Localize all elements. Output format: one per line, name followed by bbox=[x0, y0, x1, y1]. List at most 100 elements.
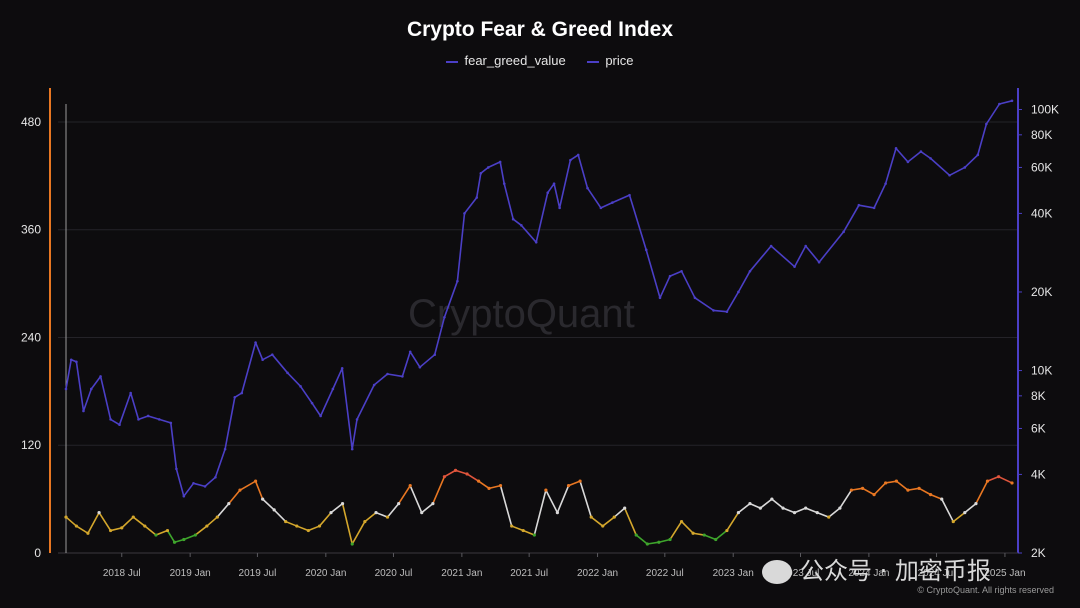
legend: fear_greed_value price bbox=[0, 53, 1080, 68]
price-point bbox=[872, 206, 876, 210]
fear-greed-point bbox=[182, 537, 186, 542]
price-series bbox=[64, 99, 1014, 498]
y-right-tick-label: 6K bbox=[1031, 421, 1046, 435]
fear-greed-point bbox=[284, 519, 288, 524]
fear-greed-segment bbox=[318, 511, 332, 527]
fear-greed-segment bbox=[601, 516, 616, 527]
price-point bbox=[599, 206, 603, 210]
y-right-tick-label: 8K bbox=[1031, 389, 1046, 403]
fear-greed-point bbox=[691, 531, 695, 535]
fear-greed-point bbox=[172, 540, 177, 544]
fear-greed-point bbox=[408, 484, 412, 488]
fear-greed-segment bbox=[590, 516, 604, 527]
axes bbox=[49, 88, 1022, 557]
price-point bbox=[169, 421, 173, 425]
price-point bbox=[340, 367, 344, 370]
fear-greed-segment bbox=[737, 502, 751, 514]
price-point bbox=[157, 418, 161, 421]
fear-greed-segment bbox=[952, 511, 966, 523]
fear-greed-segment bbox=[749, 502, 762, 509]
legend-item-fear-greed[interactable]: fear_greed_value bbox=[446, 53, 566, 68]
fear-greed-point bbox=[849, 488, 854, 492]
price-point bbox=[319, 414, 322, 418]
price-point bbox=[203, 485, 207, 488]
legend-item-price[interactable]: price bbox=[587, 53, 634, 68]
fear-greed-point bbox=[645, 542, 649, 546]
fear-greed-segment bbox=[307, 525, 321, 532]
price-point bbox=[748, 270, 752, 273]
fear-greed-point bbox=[374, 510, 378, 515]
fear-greed-segment bbox=[997, 475, 1013, 484]
fear-greed-segment bbox=[144, 525, 157, 536]
x-tick-label: 2021 Jul bbox=[510, 568, 548, 579]
fear-greed-segment bbox=[759, 498, 773, 509]
price-point bbox=[64, 387, 68, 391]
fear-greed-segment bbox=[132, 516, 146, 527]
price-point bbox=[668, 274, 672, 278]
fear-greed-point bbox=[544, 488, 548, 492]
price-point bbox=[408, 350, 412, 354]
x-tick-label: 2024 Jul bbox=[918, 568, 956, 579]
price-point bbox=[486, 166, 490, 169]
price-point bbox=[223, 447, 227, 451]
fear-greed-point bbox=[555, 510, 559, 515]
fear-greed-segment bbox=[975, 480, 989, 505]
y-right-tick-label: 2K bbox=[1031, 546, 1046, 560]
price-point bbox=[418, 365, 422, 369]
fear-greed-point bbox=[566, 484, 571, 488]
price-point bbox=[520, 224, 523, 227]
fear-greed-segment bbox=[397, 484, 412, 505]
fear-greed-segment bbox=[567, 480, 581, 487]
x-tick-label: 2021 Jan bbox=[441, 568, 482, 579]
price-point bbox=[479, 171, 483, 175]
x-tick-label: 2020 Jan bbox=[305, 568, 346, 579]
x-tick-label: 2019 Jan bbox=[170, 568, 211, 579]
fear-greed-point bbox=[827, 515, 831, 519]
fear-greed-point bbox=[872, 493, 876, 497]
y-left-tick-label: 240 bbox=[21, 330, 41, 344]
fear-greed-segment bbox=[466, 473, 480, 482]
fear-greed-segment bbox=[827, 507, 841, 518]
x-tick-label: 2023 Jan bbox=[713, 568, 754, 579]
price-point bbox=[498, 160, 502, 164]
fear-greed-point bbox=[363, 519, 367, 524]
fear-greed-point bbox=[109, 528, 113, 533]
fear-greed-segment bbox=[75, 525, 89, 535]
price-point bbox=[137, 418, 140, 421]
fear-greed-segment bbox=[228, 489, 241, 505]
tick-labels: 0 120 240 360 480 2K 4K 6K 8K 10K 20K 40K 60K 80K 100K… bbox=[21, 103, 1059, 579]
fear-greed-point bbox=[985, 479, 990, 483]
fear-greed-point bbox=[884, 481, 888, 485]
fear-greed-segment bbox=[216, 502, 230, 518]
price-point bbox=[182, 494, 186, 498]
price-point bbox=[192, 481, 195, 485]
fear-greed-point bbox=[465, 472, 469, 476]
fear-greed-segment bbox=[940, 498, 955, 523]
fear-greed-point bbox=[143, 524, 147, 528]
price-point bbox=[929, 157, 932, 160]
copyright: © CryptoQuant. All rights reserved bbox=[917, 585, 1054, 595]
price-point bbox=[906, 160, 910, 164]
fear-greed-point bbox=[510, 524, 514, 528]
price-point bbox=[240, 391, 244, 395]
fear-greed-segment bbox=[284, 520, 298, 527]
price-point bbox=[310, 401, 314, 405]
fear-greed-segment bbox=[120, 516, 135, 529]
price-point bbox=[998, 102, 1001, 106]
price-point bbox=[463, 212, 466, 215]
fear-greed-segment bbox=[254, 480, 264, 500]
fear-greed-segment bbox=[804, 507, 819, 514]
fear-greed-segment bbox=[907, 487, 920, 491]
fear-greed-point bbox=[634, 533, 638, 537]
fear-greed-segment bbox=[432, 475, 446, 505]
price-point bbox=[401, 375, 404, 378]
fear-greed-point bbox=[792, 510, 797, 515]
x-tick-label: 2023 Jul bbox=[782, 568, 820, 579]
wechat-footer-text: 公众号 · 加密币报 bbox=[800, 557, 991, 585]
price-point bbox=[1010, 99, 1014, 103]
fear-greed-segment bbox=[623, 507, 638, 536]
y-left-tick-label: 0 bbox=[34, 546, 41, 560]
fear-greed-point bbox=[317, 524, 322, 528]
legend-label-fear-greed: fear_greed_value bbox=[464, 53, 566, 68]
